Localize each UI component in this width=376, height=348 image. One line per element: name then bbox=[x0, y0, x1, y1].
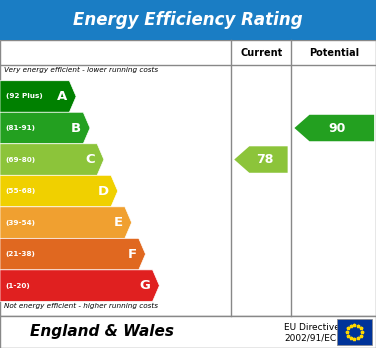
Text: (55-68): (55-68) bbox=[6, 188, 36, 194]
Text: (81-91): (81-91) bbox=[6, 125, 36, 131]
Text: (92 Plus): (92 Plus) bbox=[6, 94, 42, 100]
Text: 78: 78 bbox=[256, 153, 274, 166]
Polygon shape bbox=[0, 112, 90, 144]
Text: B: B bbox=[71, 121, 81, 135]
Polygon shape bbox=[0, 207, 132, 238]
Text: Energy Efficiency Rating: Energy Efficiency Rating bbox=[73, 11, 303, 29]
Text: C: C bbox=[86, 153, 95, 166]
Text: Very energy efficient - lower running costs: Very energy efficient - lower running co… bbox=[4, 67, 158, 73]
Text: EU Directive: EU Directive bbox=[284, 323, 340, 332]
Text: (39-54): (39-54) bbox=[6, 220, 36, 226]
Bar bbox=[0, 316, 376, 348]
Text: E: E bbox=[114, 216, 123, 229]
Text: England & Wales: England & Wales bbox=[30, 324, 173, 340]
Text: (21-38): (21-38) bbox=[6, 251, 35, 257]
Text: Potential: Potential bbox=[309, 48, 359, 57]
Text: Current: Current bbox=[240, 48, 282, 57]
Text: D: D bbox=[98, 184, 109, 198]
Bar bbox=[0, 40, 376, 316]
Text: (1-20): (1-20) bbox=[6, 283, 30, 288]
Polygon shape bbox=[0, 144, 104, 175]
Text: 2002/91/EC: 2002/91/EC bbox=[284, 334, 336, 343]
Polygon shape bbox=[294, 115, 374, 141]
Polygon shape bbox=[0, 175, 118, 207]
Polygon shape bbox=[0, 270, 159, 301]
Text: 90: 90 bbox=[329, 121, 346, 135]
Text: G: G bbox=[140, 279, 151, 292]
Bar bbox=[337, 319, 372, 345]
Text: A: A bbox=[57, 90, 67, 103]
Text: Not energy efficient - higher running costs: Not energy efficient - higher running co… bbox=[4, 302, 158, 309]
Polygon shape bbox=[234, 146, 288, 173]
Text: F: F bbox=[128, 247, 137, 261]
Polygon shape bbox=[0, 81, 76, 112]
Bar bbox=[0, 0, 376, 40]
Text: (69-80): (69-80) bbox=[6, 157, 36, 163]
Polygon shape bbox=[0, 238, 146, 270]
